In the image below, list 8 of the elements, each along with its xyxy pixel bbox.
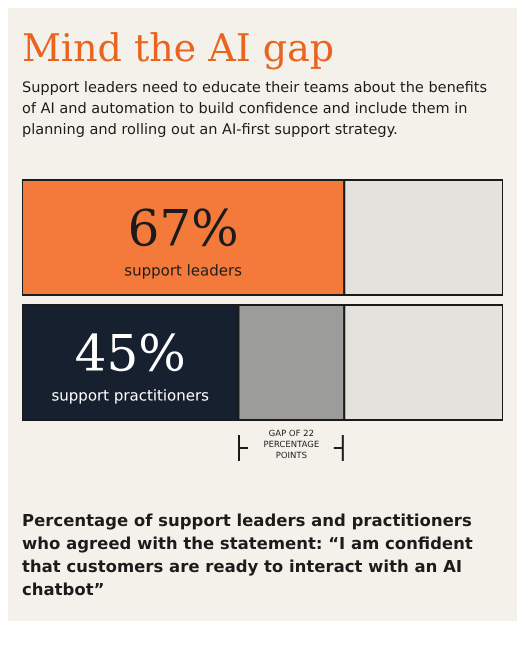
- y-tick-label: support leaders: [124, 262, 242, 280]
- data-label: 67%: [128, 200, 239, 258]
- text: Percentage of support leaders and practitioners who agreed with the statement: “I am confident that customers are ready to interact with an AI chatbot”: [21, 510, 474, 601]
- y-tick-label: support practitioners: [51, 386, 210, 404]
- text: GAP OF 22 PERCENTAGE POINTS: [262, 429, 320, 462]
- chart-subtitle: Support leaders need to educate their teams about the benefits of AI and automation to build confidence and include them in planning and rolling out an AI-first support strategy.: [21, 79, 488, 140]
- chart-title: Mind the AI gap: [21, 25, 336, 72]
- data-label: 45%: [74, 324, 186, 382]
